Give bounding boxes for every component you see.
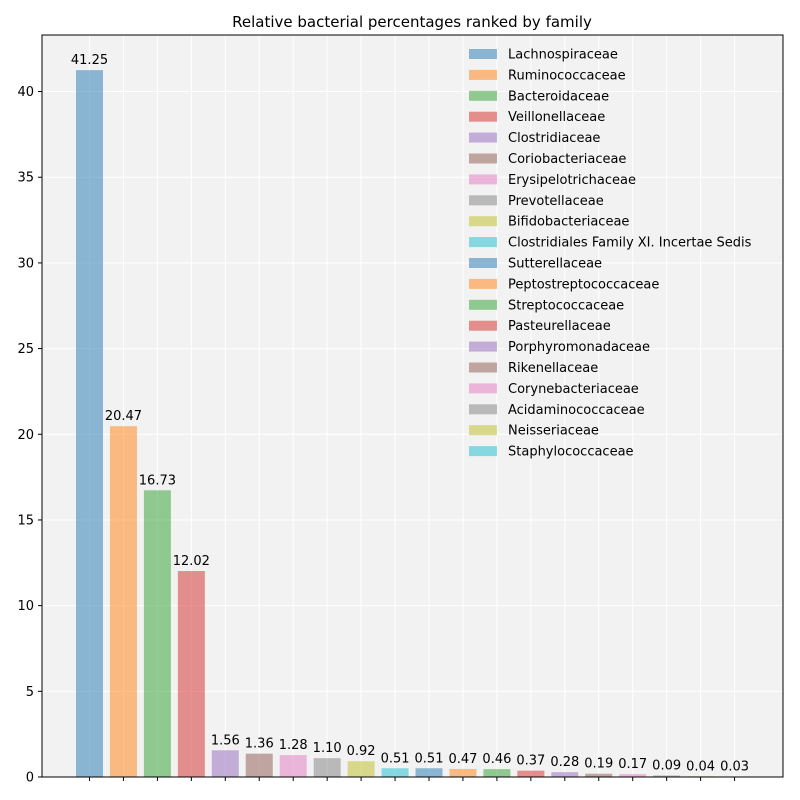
- legend-label: Acidaminococcaceae: [508, 403, 645, 418]
- data-labels-group: 41.25 20.47 16.73 12.02 1.56 1.36 1.28 1.10 0.92…: [71, 53, 749, 774]
- bar-value-label: 1.36: [245, 737, 274, 752]
- legend-label: Veillonellaceae: [508, 110, 605, 125]
- bar-value-label: 0.37: [516, 754, 545, 769]
- bar-value-label: 0.17: [618, 757, 647, 772]
- legend-swatch: [469, 90, 497, 101]
- bar-streptococcaceae: [483, 769, 511, 777]
- legend-label: Prevotellaceae: [508, 194, 604, 209]
- bar-bacteroidaceae: [143, 490, 171, 777]
- bar-prevotellaceae: [313, 758, 341, 777]
- legend-swatch: [469, 320, 497, 331]
- y-tick-label: 40: [17, 85, 34, 100]
- legend-label: Staphylococcaceae: [508, 445, 634, 460]
- legend-swatch: [469, 153, 497, 164]
- legend-swatch: [469, 341, 497, 352]
- legend-swatch: [469, 132, 497, 143]
- bar-value-label: 12.02: [173, 554, 210, 569]
- y-tick-label: 30: [17, 256, 34, 271]
- legend-label: Clostridiales Family XI. Incertae Sedis: [508, 236, 752, 251]
- bar-clostridiales-family-xi-incertae-sedis: [381, 768, 409, 777]
- bar-value-label: 0.92: [347, 744, 376, 759]
- y-tick-label: 10: [17, 599, 34, 614]
- legend-swatch: [469, 216, 497, 227]
- bar-ruminococcaceae: [109, 426, 137, 777]
- bar-value-label: 0.03: [720, 759, 749, 774]
- legend-swatch: [469, 49, 497, 59]
- bar-peptostreptococcaceae: [449, 768, 477, 777]
- legend-swatch: [469, 195, 497, 206]
- bar-value-label: 0.47: [448, 752, 477, 767]
- bar-lachnospiraceae: [76, 70, 103, 777]
- bar-value-label: 0.09: [652, 758, 681, 773]
- y-tick-label: 20: [17, 428, 34, 443]
- legend-swatch: [469, 383, 497, 394]
- bar-acidaminococcaceae: [653, 775, 681, 777]
- y-tick-label: 25: [17, 342, 34, 357]
- legend-swatch: [469, 111, 497, 122]
- bar-sutterellaceae: [415, 768, 443, 777]
- legend-label: Streptococcaceae: [508, 298, 624, 313]
- bar-value-label: 1.28: [279, 738, 308, 753]
- y-tick-label: 15: [17, 513, 34, 528]
- legend-label: Lachnospiraceae: [508, 48, 618, 63]
- bar-value-label: 1.56: [211, 733, 240, 748]
- legend-label: Peptostreptococcaceae: [508, 277, 659, 292]
- legend-swatch: [469, 425, 497, 436]
- x-axis: [89, 777, 736, 781]
- legend-label: Rikenellaceae: [508, 361, 598, 376]
- bar-clostridiaceae: [211, 750, 239, 777]
- bar-pasteurellaceae: [517, 770, 545, 777]
- legend-label: Ruminococcaceae: [508, 68, 626, 83]
- legend-label: Bifidobacteriaceae: [508, 215, 629, 230]
- legend-swatch: [469, 258, 497, 268]
- bar-value-label: 0.46: [482, 752, 511, 767]
- legend-label: Porphyromonadaceae: [508, 340, 650, 355]
- bar-value-label: 1.10: [313, 741, 342, 756]
- bar-coriobacteriaceae: [245, 753, 273, 777]
- y-tick-label: 5: [26, 685, 34, 700]
- legend-label: Clostridiaceae: [508, 131, 600, 146]
- legend-label: Corynebacteriaceae: [508, 382, 639, 397]
- legend-label: Pasteurellaceae: [508, 319, 611, 334]
- bar-value-label: 16.73: [139, 473, 176, 488]
- plot-frame: [41, 34, 784, 778]
- bar-porphyromonadaceae: [551, 772, 579, 777]
- bar-value-label: 41.25: [71, 53, 108, 68]
- bar-value-label: 0.19: [584, 757, 613, 772]
- legend-label: Coriobacteriaceae: [508, 152, 626, 167]
- legend-swatch: [469, 299, 497, 310]
- y-axis: 0 5 10 15 20 25 30 35 40: [17, 85, 42, 786]
- legend-swatch: [469, 69, 497, 80]
- bar-value-label: 20.47: [105, 409, 142, 424]
- y-tick-label: 0: [26, 771, 34, 786]
- legend-swatch: [469, 237, 497, 248]
- bar-bifidobacteriaceae: [347, 761, 375, 777]
- legend-label: Bacteroidaceae: [508, 89, 609, 104]
- bar-veillonellaceae: [177, 571, 205, 777]
- legend: Lachnospiraceae Ruminococcaceae Bacteroida…: [469, 48, 752, 460]
- bar-value-label: 0.28: [550, 755, 579, 770]
- y-tick-label: 35: [17, 171, 34, 186]
- bar-value-label: 0.04: [686, 759, 715, 774]
- legend-label: Sutterellaceae: [508, 257, 602, 272]
- legend-swatch: [469, 446, 497, 457]
- bar-erysipelotrichaceae: [279, 755, 307, 777]
- legend-swatch: [469, 174, 497, 185]
- bar-value-label: 0.51: [415, 751, 444, 766]
- bar-value-label: 0.51: [381, 751, 410, 766]
- bars-group: [76, 70, 749, 777]
- legend-label: Neisseriaceae: [508, 424, 599, 439]
- legend-swatch: [469, 278, 497, 289]
- legend-swatch: [469, 404, 497, 415]
- bar-rikenellaceae: [585, 773, 613, 777]
- bar-corynebacteriaceae: [619, 774, 647, 777]
- legend-swatch: [469, 362, 497, 373]
- legend-label: Erysipelotrichaceae: [508, 173, 636, 188]
- chart-title: Relative bacterial percentages ranked by…: [232, 13, 592, 31]
